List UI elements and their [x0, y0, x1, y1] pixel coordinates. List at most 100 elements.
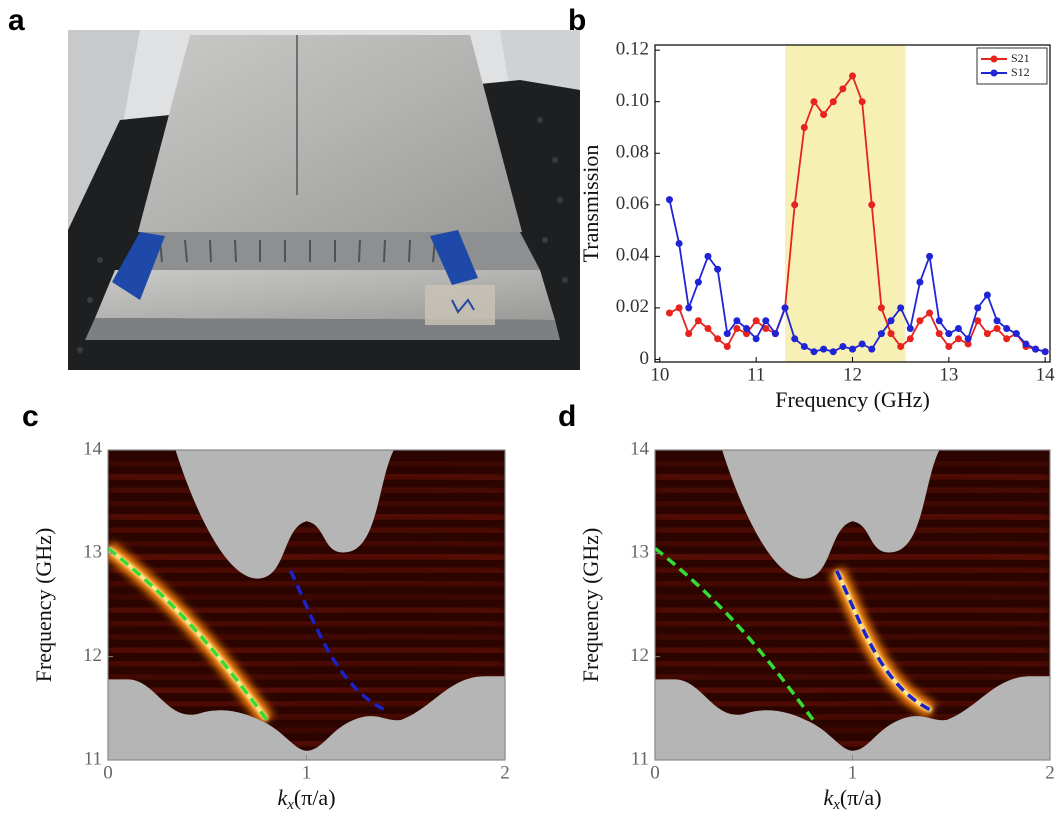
data-point [694, 317, 702, 325]
data-point [820, 111, 828, 119]
legend-marker [990, 69, 998, 77]
dispersion-blue [289, 570, 387, 712]
data-point [906, 335, 914, 343]
series-line [668, 199, 1046, 353]
data-point [935, 330, 943, 338]
bulk-band-lower [655, 676, 1050, 760]
x-tick-label: 0 [650, 762, 660, 783]
data-point [675, 304, 683, 312]
data-point [945, 343, 953, 351]
data-point [685, 304, 693, 312]
data-point [829, 98, 837, 106]
data-point [733, 324, 741, 332]
data-point [839, 343, 847, 351]
y-tick-label: 14 [630, 438, 650, 459]
data-point [771, 330, 779, 338]
data-point [762, 317, 770, 325]
x-axis-rest: (π/a) [294, 785, 336, 810]
data-point [685, 330, 693, 338]
x-axis-label: kx(π/a) [277, 785, 335, 813]
y-axis-label: Frequency (GHz) [578, 528, 603, 683]
data-point [954, 335, 962, 343]
x-tick-label: 14 [1036, 364, 1056, 385]
data-point [694, 278, 702, 286]
photo [68, 30, 580, 370]
data-point [810, 348, 818, 356]
x-tick-label: 11 [747, 364, 765, 385]
heatmap-stripe [655, 632, 1050, 642]
data-point [1003, 324, 1011, 332]
data-point [906, 324, 914, 332]
legend-label: S21 [1011, 51, 1030, 65]
legend-box [976, 47, 1048, 85]
data-point [868, 201, 876, 209]
y-tick-label: 11 [631, 748, 649, 769]
y-tick-label: 0.02 [616, 296, 649, 317]
dispersion-blue [835, 570, 933, 712]
y-tick-label: 13 [630, 542, 649, 563]
data-point [743, 330, 751, 338]
data-point [665, 309, 673, 317]
heatmap-stripe [655, 578, 1050, 589]
data-point [1041, 348, 1049, 356]
y-tick-label: 0.06 [616, 193, 649, 214]
panel-label: c [22, 400, 39, 433]
x-tick-label: 1 [848, 762, 858, 783]
data-point [897, 304, 905, 312]
data-point [800, 343, 808, 351]
data-point [926, 252, 934, 260]
data-point [800, 123, 808, 131]
data-point [916, 278, 924, 286]
heatmap-image [108, 450, 505, 760]
heatmap-stripe [108, 578, 505, 589]
y-tick-label: 0.04 [616, 245, 650, 266]
y-axis-label: Transmission [578, 145, 603, 263]
data-point [704, 252, 712, 260]
x-axis-label: Frequency (GHz) [775, 387, 930, 412]
dispersion-green [655, 546, 815, 721]
bulk-band-upper [722, 450, 940, 579]
x-axis-symbol: k [277, 785, 288, 810]
data-point [762, 324, 770, 332]
data-point [839, 85, 847, 93]
heatmap-stripe [655, 525, 1050, 536]
heatmap-stripe [108, 672, 505, 682]
data-point [858, 98, 866, 106]
heatmap-stripe [108, 632, 505, 642]
x-tick-label: 2 [1045, 762, 1055, 783]
bulk-band-lower [108, 676, 505, 760]
heatmap-stripe [655, 538, 1050, 549]
bulk-band-upper [175, 450, 394, 579]
y-tick-label: 12 [83, 645, 102, 666]
data-point [781, 304, 789, 312]
x-tick-label: 12 [843, 364, 862, 385]
series-line [669, 74, 1046, 353]
data-point [983, 291, 991, 299]
data-point [993, 324, 1001, 332]
data-point [868, 345, 876, 353]
panel-label: d [558, 400, 576, 433]
x-tick-label: 1 [302, 762, 312, 783]
data-point [974, 317, 982, 325]
data-point [723, 343, 731, 351]
x-tick-label: 13 [939, 364, 958, 385]
data-point [820, 345, 828, 353]
data-point [665, 196, 673, 204]
x-axis-subscript: x [286, 797, 294, 813]
data-point [704, 324, 712, 332]
y-tick-label: 0.08 [616, 142, 649, 163]
heatmap-stripe [655, 672, 1050, 682]
heatmap-stripe [108, 538, 505, 549]
y-tick-label: 12 [630, 645, 649, 666]
data-point [849, 72, 856, 80]
data-point [743, 324, 751, 332]
heatmap-stripe [108, 565, 505, 576]
data-point [714, 265, 722, 273]
y-tick-label: 14 [83, 438, 103, 459]
data-point [926, 309, 934, 317]
data-point [1032, 345, 1040, 353]
data-point [810, 98, 818, 106]
